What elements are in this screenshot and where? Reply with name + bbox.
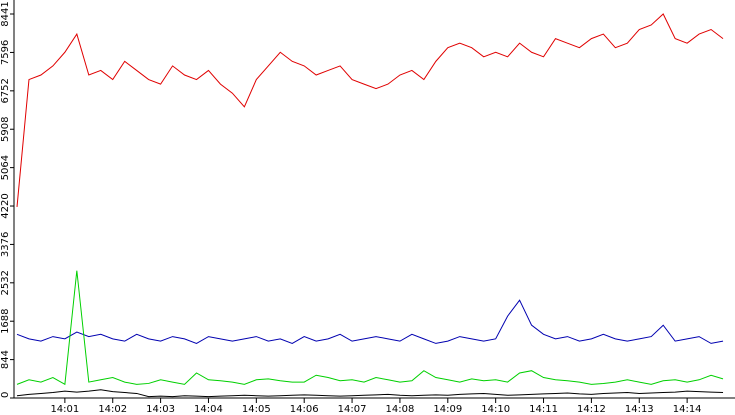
x-tick-label: 14:12 (577, 404, 606, 415)
series-line (16, 13, 724, 207)
y-tick-label: 6752 (0, 78, 11, 103)
series-line (16, 299, 724, 344)
x-tick-label: 14:14 (673, 404, 702, 415)
x-tick-label: 14:01 (50, 404, 79, 415)
x-tick-label: 14:10 (481, 404, 510, 415)
x-tick-label: 14:04 (194, 404, 223, 415)
y-tick-label: 7596 (0, 40, 11, 65)
y-tick-label: 2532 (0, 270, 11, 295)
x-tick-label: 14:13 (625, 404, 654, 415)
y-tick-label: 0 (0, 392, 11, 398)
x-tick-label: 14:05 (242, 404, 271, 415)
y-tick-label: 4220 (0, 193, 11, 218)
x-tick-label: 14:03 (146, 404, 175, 415)
x-tick-label: 14:06 (290, 404, 319, 415)
y-tick-label: 5064 (0, 155, 11, 180)
series-line (16, 270, 724, 386)
x-tick-label: 14:08 (386, 404, 415, 415)
series-line (16, 389, 724, 398)
x-tick-label: 14:07 (338, 404, 367, 415)
y-tick-label: 844 (0, 350, 11, 369)
y-tick-label: 8441 (0, 1, 11, 26)
y-tick-label: 5908 (0, 117, 11, 142)
x-tick-label: 14:02 (98, 404, 127, 415)
y-tick-label: 1688 (0, 308, 11, 333)
x-tick-label: 14:11 (529, 404, 558, 415)
y-tick-label: 3376 (0, 232, 11, 257)
x-tick-label: 14:09 (433, 404, 462, 415)
